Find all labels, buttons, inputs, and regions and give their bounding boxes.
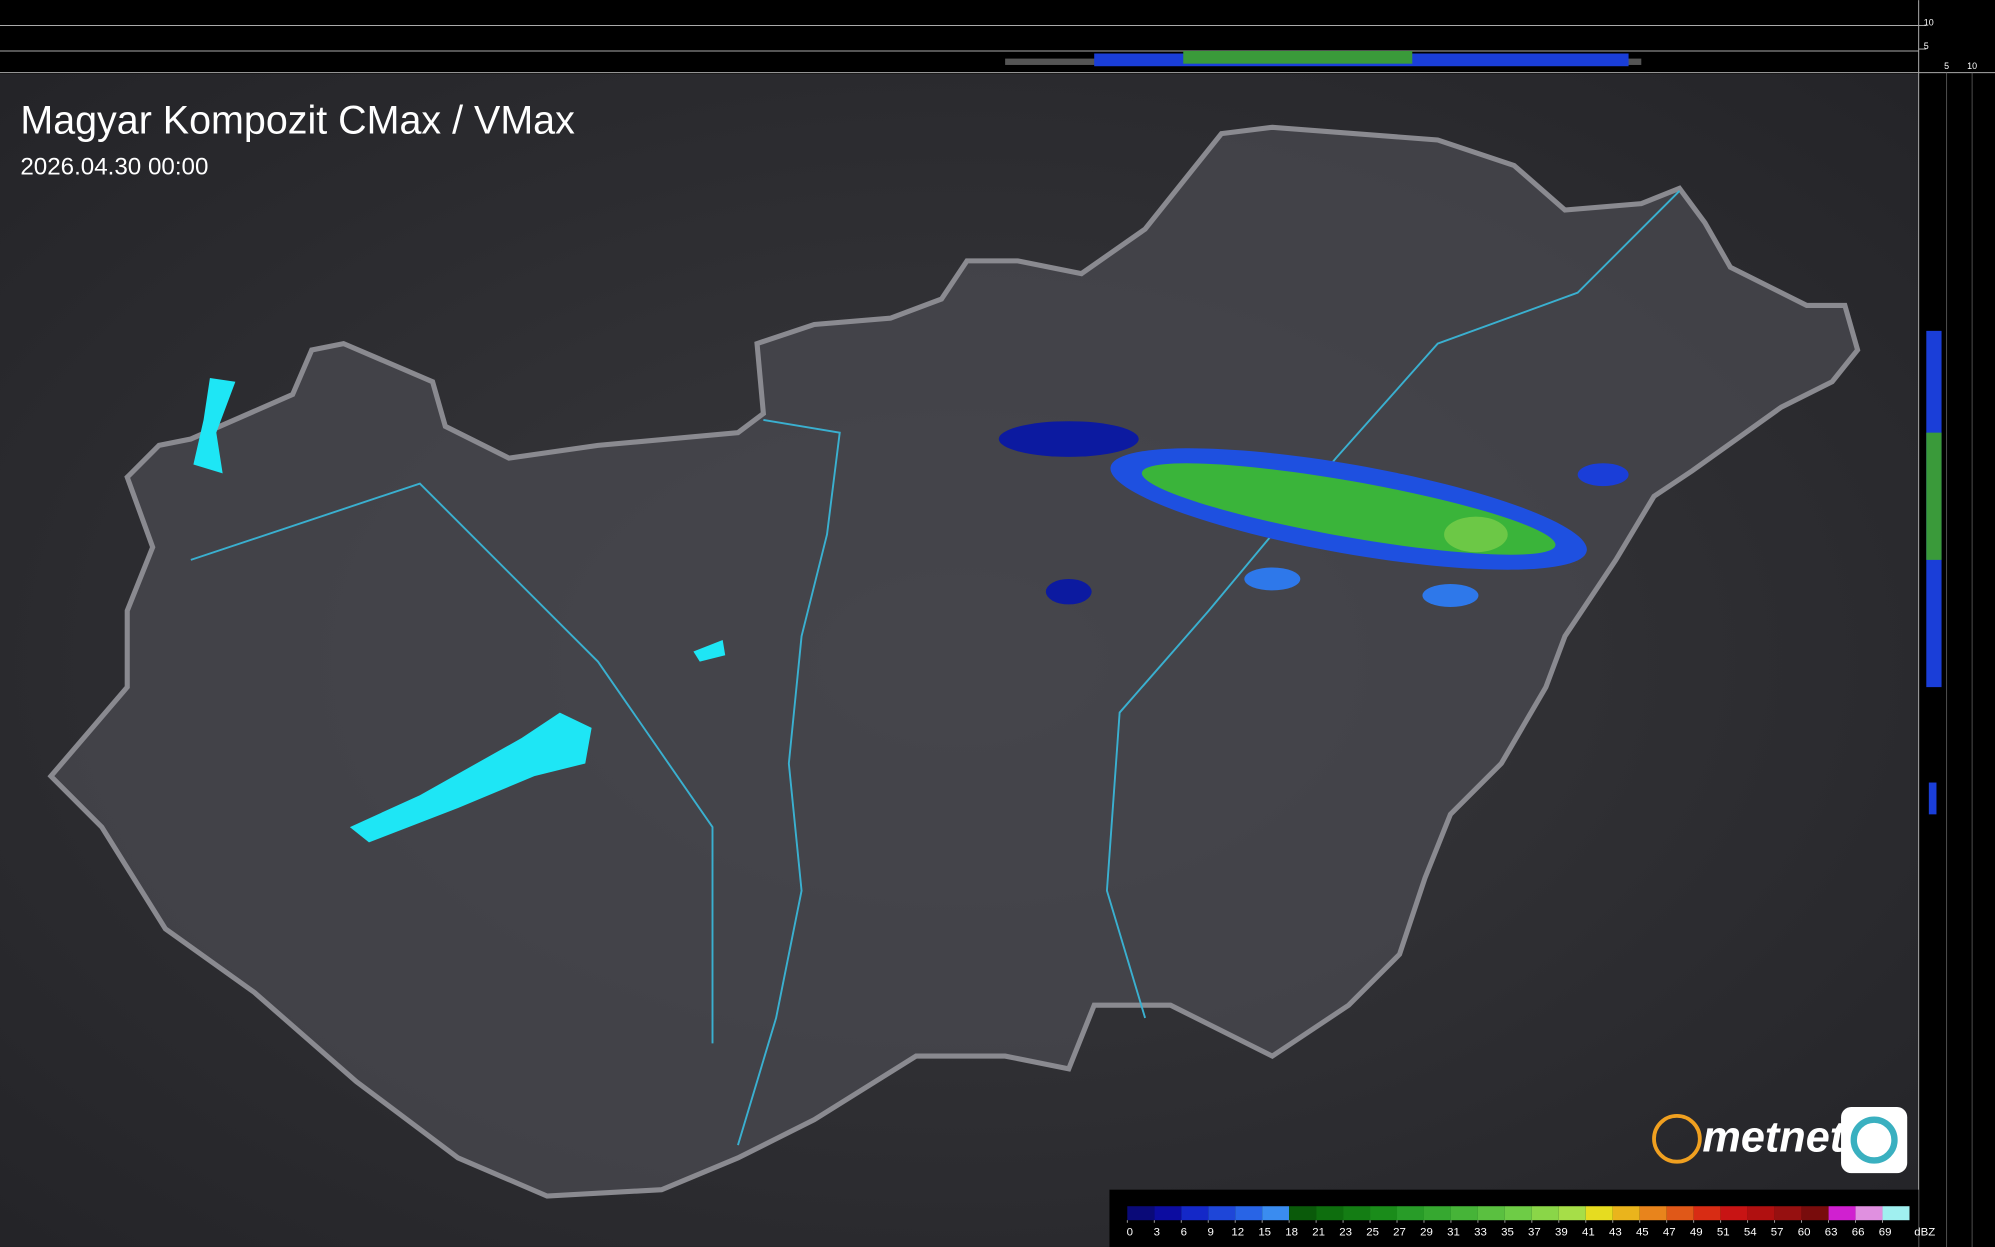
legend-label: 31 xyxy=(1447,1226,1460,1238)
legend-label: 39 xyxy=(1555,1226,1568,1238)
legend-label: 47 xyxy=(1663,1226,1676,1238)
legend-label: 3 xyxy=(1154,1226,1160,1238)
legend-swatch xyxy=(1558,1206,1586,1221)
legend-swatch xyxy=(1585,1206,1613,1221)
legend-swatch xyxy=(1262,1206,1290,1221)
legend-swatch xyxy=(1289,1206,1317,1221)
legend-swatch xyxy=(1612,1206,1640,1221)
legend-swatch xyxy=(1747,1206,1775,1221)
legend-label: 29 xyxy=(1420,1226,1433,1238)
legend-label: 63 xyxy=(1825,1226,1838,1238)
legend-swatch xyxy=(1316,1206,1344,1221)
echo xyxy=(1577,463,1629,487)
legend-swatch xyxy=(1208,1206,1236,1221)
timestamp: 2026.04.30 00:00 xyxy=(20,153,208,180)
echo xyxy=(998,421,1139,457)
legend-label: 37 xyxy=(1528,1226,1541,1238)
tick-label: 5 xyxy=(1944,61,1949,71)
logo-text: metnet xyxy=(1702,1114,1845,1162)
legend-swatch xyxy=(1774,1206,1802,1221)
legend-swatch xyxy=(1639,1206,1667,1221)
legend-label: 54 xyxy=(1744,1226,1757,1238)
legend-swatch xyxy=(1504,1206,1532,1221)
logo-swirl xyxy=(1850,1116,1898,1164)
lake xyxy=(693,640,726,662)
legend-swatch xyxy=(1801,1206,1829,1221)
legend-swatch xyxy=(1666,1206,1694,1221)
radar-echoes xyxy=(998,421,1629,607)
profile-echo xyxy=(1926,432,1942,560)
river xyxy=(737,418,841,1146)
echo xyxy=(1422,584,1479,607)
echo xyxy=(1444,516,1508,553)
lake xyxy=(349,712,592,843)
legend-label: 43 xyxy=(1609,1226,1622,1238)
echo xyxy=(1244,567,1301,591)
logo-sun xyxy=(1652,1113,1702,1164)
tick-label: 10 xyxy=(1924,18,1934,28)
legend-swatch xyxy=(1693,1206,1721,1221)
legend-label: 33 xyxy=(1474,1226,1487,1238)
legend-swatch xyxy=(1828,1206,1856,1221)
river xyxy=(190,482,714,1044)
legend-swatch xyxy=(1343,1206,1371,1221)
legend-label: 49 xyxy=(1690,1226,1703,1238)
echo xyxy=(1045,578,1092,605)
legend-label: 6 xyxy=(1181,1226,1187,1238)
lakes xyxy=(193,377,726,843)
legend-label: 12 xyxy=(1231,1226,1244,1238)
legend-swatch xyxy=(1423,1206,1451,1221)
right-profile xyxy=(1918,0,1942,1247)
logo: metnet xyxy=(1652,1106,1908,1174)
lake xyxy=(193,377,236,474)
legend-label: 25 xyxy=(1366,1226,1379,1238)
legend-label: 69 xyxy=(1879,1226,1892,1238)
legend-label: 60 xyxy=(1798,1226,1811,1238)
tick-label: 10 xyxy=(1967,61,1977,71)
legend-label: 27 xyxy=(1393,1226,1406,1238)
top-profile xyxy=(0,25,1995,74)
legend-label: 51 xyxy=(1717,1226,1730,1238)
legend-swatch xyxy=(1855,1206,1883,1221)
legend-swatch xyxy=(1181,1206,1209,1221)
legend-label: 0 xyxy=(1127,1226,1133,1238)
legend-swatch xyxy=(1370,1206,1398,1221)
country-border xyxy=(47,124,1861,1199)
map-title: Magyar Kompozit CMax / VMax xyxy=(20,99,575,143)
legend-swatch xyxy=(1127,1206,1155,1221)
legend-label: 23 xyxy=(1339,1226,1352,1238)
legend-swatch xyxy=(1154,1206,1182,1221)
legend-label: 9 xyxy=(1208,1226,1214,1238)
legend-label: 15 xyxy=(1258,1226,1271,1238)
legend-label: 21 xyxy=(1312,1226,1325,1238)
legend-swatch xyxy=(1235,1206,1263,1221)
legend-swatch xyxy=(1450,1206,1478,1221)
legend-unit: dBZ xyxy=(1914,1226,1935,1238)
profile-echo xyxy=(1183,50,1413,64)
tick-label: 5 xyxy=(1924,41,1929,51)
legend-label: 18 xyxy=(1285,1226,1298,1238)
legend-label: 35 xyxy=(1501,1226,1514,1238)
legend-label: 41 xyxy=(1582,1226,1595,1238)
legend-swatch xyxy=(1720,1206,1748,1221)
legend-swatch xyxy=(1531,1206,1559,1221)
profile-echo xyxy=(1928,782,1937,815)
legend-swatch xyxy=(1477,1206,1505,1221)
legend-swatch xyxy=(1397,1206,1424,1221)
legend-label: 45 xyxy=(1636,1226,1649,1238)
legend-label: 66 xyxy=(1852,1226,1865,1238)
legend-label: 57 xyxy=(1771,1226,1784,1238)
legend-swatch xyxy=(1882,1206,1910,1221)
